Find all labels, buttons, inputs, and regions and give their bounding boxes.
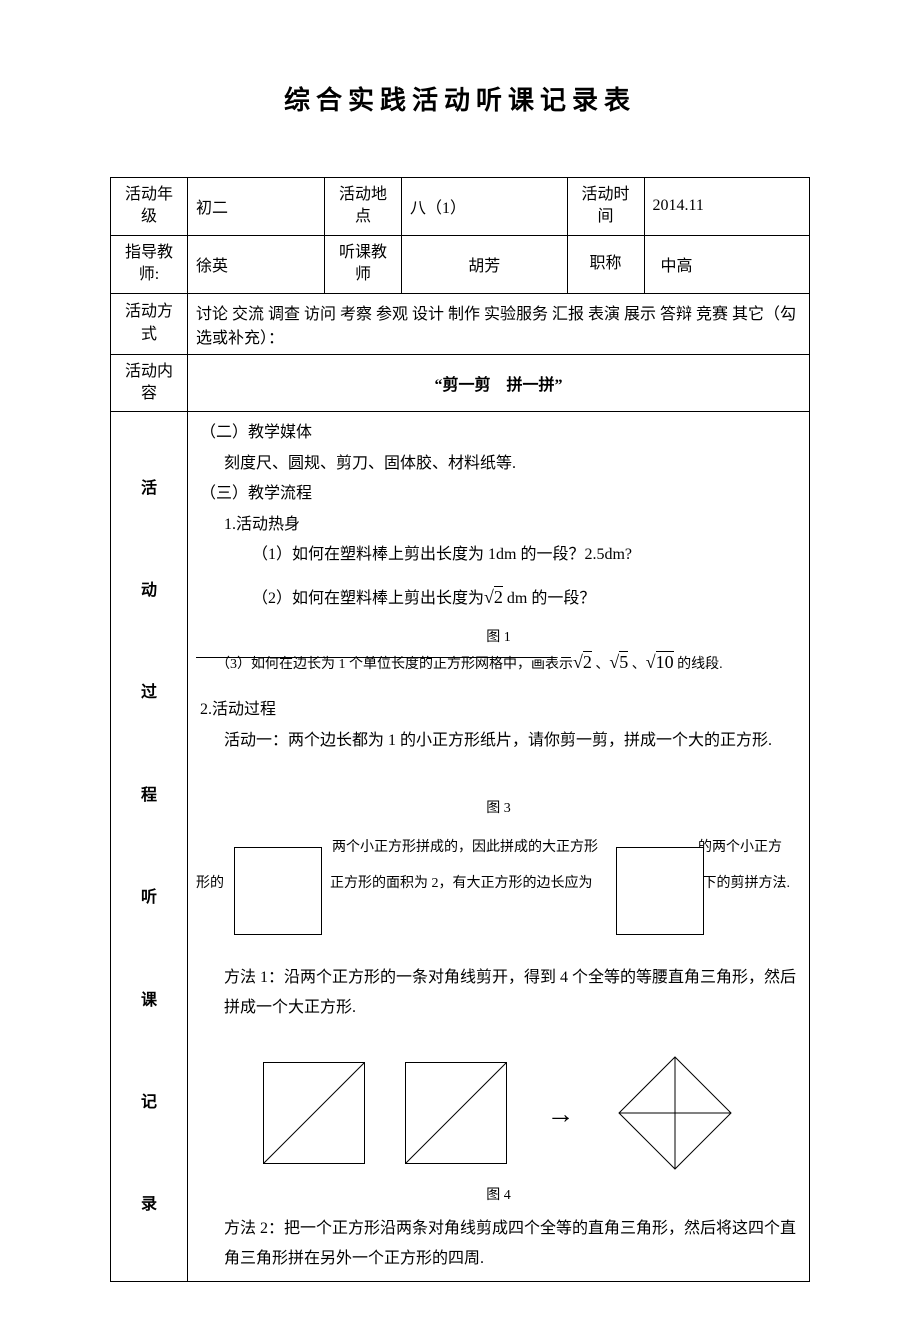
para-d: 正方形的面积为 2，有大正方形的边长应为 [330,869,593,900]
label-time: 活动时间 [567,178,644,236]
q2-b: dm 的一段？ [503,590,595,607]
act1: 活动一：两个边长都为 1 的小正方形纸片，请你剪一剪，拼成一个大的正方形. [224,726,801,756]
fig4-rot [615,1053,735,1173]
sqrt5: √5 [609,645,628,679]
record-table: 活动年级 初二 活动地点 八（1） 活动时间 2014.11 指导教师: 徐英 … [110,177,810,1282]
label-grade: 活动年级 [111,178,188,236]
label-mode: 活动方式 [111,293,188,354]
sqrt10: √10 [646,645,674,679]
label-observer: 听课教师 [325,235,402,293]
para-a: 两个小正方形拼成的，因此拼成的大正方形 [332,833,598,864]
method2: 方法 2：把一个正方形沿两条对角线剪成四个全等的直角三角形，然后将这四个直角三角… [224,1214,801,1275]
q2-a: （2）如何在塑料棒上剪出长度为 [252,590,484,607]
side-label-text: 活动过程听课记录 [141,480,157,1214]
q3-a: （3）如何在边长为 1 个单位长度的正方形网格中，画表示 [216,657,573,672]
label-content: 活动内容 [111,354,188,412]
value-rank: 中高 [644,235,810,293]
value-mode: 讨论 交流 调查 访问 考察 参观 设计 制作 实验服务 汇报 表演 展示 答辩… [188,293,810,354]
arrow-icon: → [547,1087,575,1140]
fig3-box1 [234,847,322,935]
sec3-title: （三）教学流程 [200,479,801,509]
label-teacher: 指导教师: [111,235,188,293]
sqrt2-b: √2 [573,645,592,679]
sec2-title: （二）教学媒体 [200,418,801,448]
sec2-line: 刻度尺、圆规、剪刀、固体胶、材料纸等. [224,449,801,479]
para-b: 的两个小正方 [698,833,782,864]
sec3-2: 2.活动过程 [200,695,801,725]
fig4-sq2 [405,1062,507,1164]
fig4-label: 图 4 [196,1183,801,1210]
fig3-label: 图 3 [196,796,801,823]
label-location: 活动地点 [325,178,402,236]
para-c: 形的 [196,869,224,900]
q1: （1）如何在塑料棒上剪出长度为 1dm 的一段？2.5dm? [252,540,801,570]
body-content: （二）教学媒体 刻度尺、圆规、剪刀、固体胶、材料纸等. （三）教学流程 1.活动… [188,412,810,1281]
fig4-row: → [196,1053,801,1173]
fig3-row: 两个小正方形拼成的，因此拼成的大正方形 的两个小正方 形的 正方形的面积为 2，… [196,833,801,943]
value-teacher: 徐英 [188,235,325,293]
value-observer: 胡芳 [402,235,568,293]
value-location: 八（1） [402,178,568,236]
sec3-1: 1.活动热身 [224,510,801,540]
q3-c: 、 [628,657,646,672]
side-label: 活动过程听课记录 [111,412,188,1281]
value-time: 2014.11 [644,178,810,236]
value-content: “剪一剪 拼一拼” [188,354,810,412]
label-rank: 职称 [567,235,644,293]
q3-row: （3）如何在边长为 1 个单位长度的正方形网格中，画表示 √2 、√5 、√10… [196,655,801,681]
q3-b: 、 [592,657,610,672]
sqrt2-a: √2 [484,580,503,614]
fig4-sq1 [263,1062,365,1164]
q3-d: 的线段. [674,657,723,672]
method1: 方法 1：沿两个正方形的一条对角线剪开，得到 4 个全等的等腰直角三角形，然后拼… [224,963,801,1024]
value-grade: 初二 [188,178,325,236]
q2: （2）如何在塑料棒上剪出长度为 √2 dm 的一段？ [252,580,801,614]
page-title: 综合实践活动听课记录表 [110,80,810,117]
fig3-box2 [616,847,704,935]
para-e: 下的剪拼方法. [703,869,791,900]
